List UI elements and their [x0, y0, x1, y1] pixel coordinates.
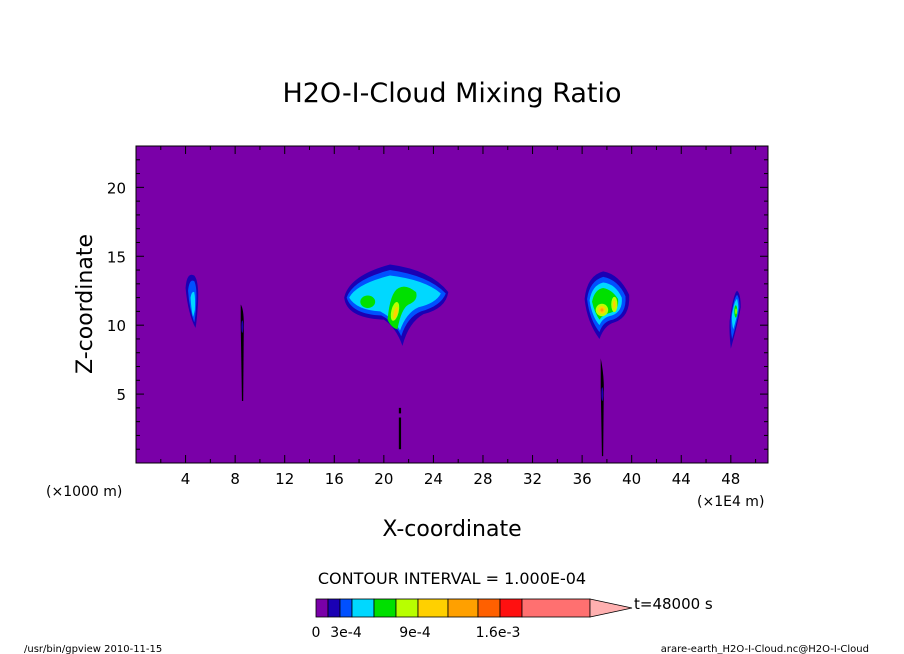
x-tick-label: 48: [721, 470, 740, 488]
colorbar-swatch: [315, 598, 329, 618]
cloud-cell-1: [185, 274, 199, 328]
colorbar-swatch: [351, 598, 375, 618]
x-tick-label: 8: [230, 470, 240, 488]
contour-fill-level-4: [360, 295, 376, 308]
colorbar-label: 3e-4: [330, 625, 362, 641]
cloud-cell-6: [600, 358, 604, 457]
colorbar-label: 9e-4: [399, 625, 431, 641]
colorbar: [315, 598, 633, 618]
contour-cells: [185, 264, 741, 457]
time-label: t=48000 s: [634, 595, 713, 613]
x-tick-label: 16: [325, 470, 344, 488]
colorbar-swatch: [521, 598, 591, 618]
colorbar-labels: 0 3e-4 9e-4 1.6e-3: [312, 625, 521, 641]
y-tick-labels: 5 10 15 20: [107, 179, 126, 404]
plot-area: [135, 145, 769, 464]
contour-fill-level-7: [600, 308, 604, 312]
contour-fill-level-6: [393, 306, 398, 319]
x-tick-label: 4: [181, 470, 191, 488]
colorbar-swatch: [339, 598, 353, 618]
x-axis-label: X-coordinate: [382, 517, 521, 542]
contour-fill-level-1: [601, 387, 604, 401]
x-tick-label: 36: [573, 470, 592, 488]
colorbar-swatch: [327, 598, 341, 618]
contour-fill-level-6b: [613, 300, 616, 309]
x-tick-label: 28: [473, 470, 492, 488]
colorbar-swatch: [417, 598, 449, 618]
plot-frame: [135, 145, 769, 464]
x-tick-label: 40: [622, 470, 641, 488]
x-tick-label: 44: [672, 470, 691, 488]
contour-fill-level-1: [241, 320, 244, 333]
x-tick-label: 20: [374, 470, 393, 488]
footer-right: arare-earth_H2O-I-Cloud.nc@H2O-I-Cloud: [661, 644, 869, 654]
x-unit-label: (×1000 m): [46, 484, 122, 500]
y-tick-label: 10: [107, 317, 126, 335]
contour-interval-label: CONTOUR INTERVAL = 1.000E-04: [318, 569, 586, 588]
colorbar-label: 0: [312, 625, 321, 641]
contour-fill-level-3: [190, 291, 196, 317]
cloud-cell-5: [584, 271, 630, 339]
plot-background: [136, 146, 768, 463]
contour-fill-level-5: [735, 308, 737, 315]
colorbar-swatch: [477, 598, 501, 618]
x-tick-label: 24: [424, 470, 443, 488]
x-tick-labels: 4 8 12 16 20 24 28 32 36 40 44 48: [181, 470, 741, 488]
y-axis-label: Z-coordinate: [73, 234, 98, 374]
x-tick-label: 32: [523, 470, 542, 488]
footer-left: /usr/bin/gpview 2010-11-15: [24, 644, 162, 654]
axis-ticks: [136, 146, 768, 463]
x-tick-label: 12: [275, 470, 294, 488]
y-tick-label: 5: [116, 386, 126, 404]
contour-line-column: [600, 358, 604, 457]
colorbar-swatch: [499, 598, 523, 618]
colorbar-swatch: [447, 598, 479, 618]
y-tick-label: 20: [107, 179, 126, 197]
cloud-cell-7: [729, 290, 741, 349]
colorbar-label: 1.6e-3: [476, 625, 521, 641]
x-unit-label-2: (×1E4 m): [697, 494, 764, 510]
y-tick-label: 15: [107, 248, 126, 266]
cloud-cell-2: [240, 304, 244, 401]
colorbar-swatch: [373, 598, 397, 618]
cloud-cell-3: [344, 264, 449, 346]
chart-title: H2O-I-Cloud Mixing Ratio: [282, 78, 621, 109]
colorbar-extension-arrow: [589, 598, 633, 618]
colorbar-swatch: [395, 598, 419, 618]
